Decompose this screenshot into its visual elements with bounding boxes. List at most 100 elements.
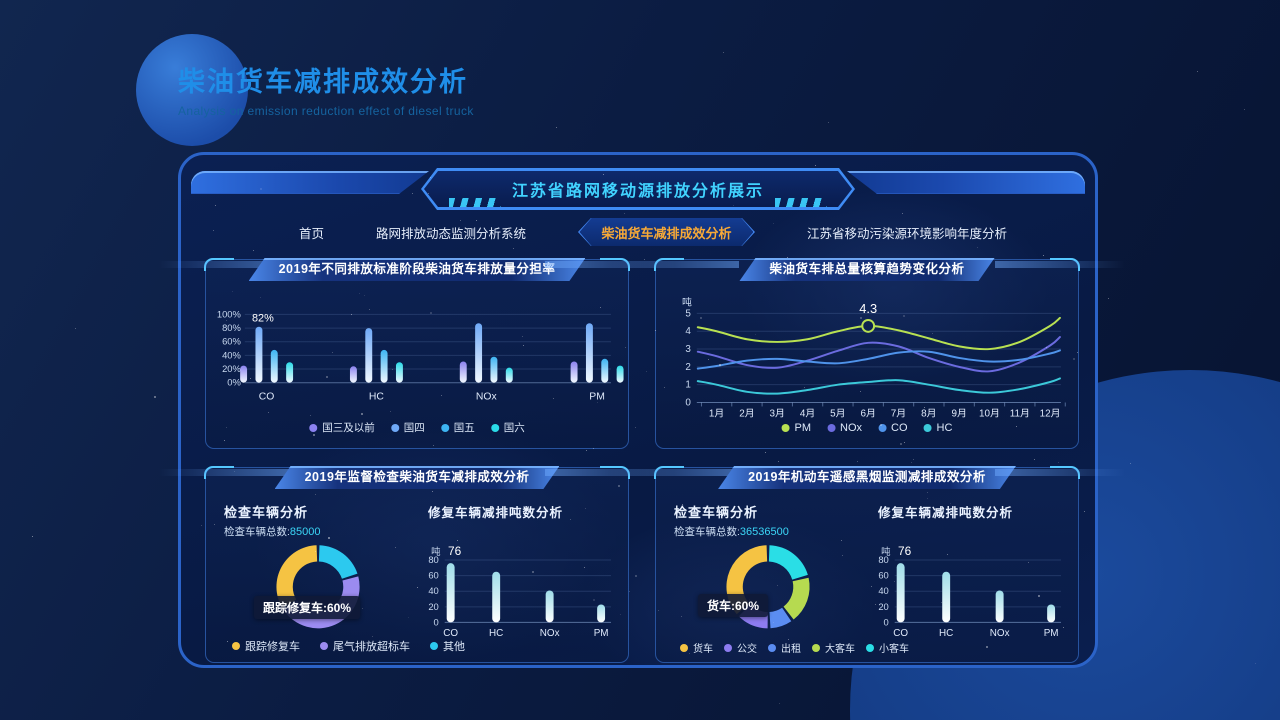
legend-item-出租[interactable]: 出租 — [768, 640, 801, 655]
star-dot — [200, 524, 202, 526]
star-dot — [1083, 510, 1085, 512]
svg-text:2月: 2月 — [739, 407, 754, 419]
legend-dot — [827, 424, 836, 432]
nav-item-2[interactable]: 柴油货车减排成效分析 — [578, 217, 755, 248]
star-dot — [777, 461, 779, 462]
star-dot — [1197, 70, 1199, 72]
svg-text:4: 4 — [685, 326, 691, 337]
legend-dot — [232, 642, 240, 650]
svg-text:4.3: 4.3 — [859, 301, 877, 316]
legend-item-国三及以前[interactable]: 国三及以前 — [309, 420, 375, 435]
star-dot — [1034, 458, 1036, 460]
legend-dot — [878, 424, 887, 432]
svg-text:12月: 12月 — [1040, 407, 1061, 419]
svg-text:100%: 100% — [217, 308, 242, 319]
svg-text:CO: CO — [259, 392, 275, 403]
star-dot — [586, 450, 588, 452]
legend-item-CO[interactable]: CO — [878, 422, 908, 434]
bars-heading: 修复车辆减排吨数分析 — [878, 506, 1014, 520]
panel-title: 2019年监督检查柴油货车减排成效分析 — [275, 466, 560, 489]
panel-emission-share: 2019年不同排放标准阶段柴油货车排放量分担率 0% 20% 40% 60% 80% 10… — [159, 258, 675, 449]
nav-bar: 首页 路网排放动态监测分析系统 柴油货车减排成效分析 江苏省移动污染源环境影响年度分析 — [181, 217, 1095, 247]
svg-text:3: 3 — [685, 344, 691, 355]
legend-item-其他[interactable]: 其他 — [430, 638, 465, 654]
legend-label: 其他 — [443, 641, 465, 653]
svg-text:吨: 吨 — [431, 546, 441, 557]
banner-wing-left — [191, 171, 429, 194]
hatch-stripes-left — [449, 198, 501, 207]
legend-label: HC — [936, 422, 953, 434]
total-count-label: 检查车辆总数: — [224, 526, 290, 538]
legend-label: 货车 — [693, 644, 713, 655]
nav-item-0[interactable]: 首页 — [299, 226, 325, 241]
star-dot — [411, 193, 413, 195]
legend-item-大客车[interactable]: 大客车 — [812, 640, 855, 655]
svg-text:2: 2 — [685, 362, 691, 373]
svg-text:40%: 40% — [222, 349, 241, 360]
svg-text:HC: HC — [489, 628, 503, 639]
legend-label: 小客车 — [879, 644, 909, 655]
svg-text:5月: 5月 — [830, 407, 845, 419]
legend-item-NOx[interactable]: NOx — [827, 422, 862, 434]
legend-item-跟踪修复车[interactable]: 跟踪修复车 — [232, 638, 300, 654]
legend-item-公交[interactable]: 公交 — [724, 640, 757, 655]
legend-item-国五[interactable]: 国五 — [440, 420, 475, 435]
donut-heading: 检查车辆分析 — [224, 505, 309, 520]
svg-text:0: 0 — [685, 397, 691, 408]
star-dot — [778, 702, 780, 704]
svg-text:1月: 1月 — [709, 407, 724, 419]
legend-dot — [781, 424, 790, 432]
donut-and-bar-chart: 0 20 40 60 80吨 CO HC NOx PM 76 — [276, 544, 611, 639]
panel-title: 柴油货车排总量核算趋势变化分析 — [739, 258, 994, 281]
panel-title-row: 2019年监督检查柴油货车减排成效分析 — [159, 466, 675, 489]
bars-heading: 修复车辆减排吨数分析 — [428, 506, 564, 520]
legend-item-国六[interactable]: 国六 — [490, 420, 525, 435]
svg-text:吨: 吨 — [881, 546, 891, 557]
svg-text:4月: 4月 — [800, 407, 815, 419]
hatch-stripes-right — [775, 198, 827, 207]
svg-text:9月: 9月 — [951, 407, 966, 419]
banner-title: 江苏省路网移动源排放分析展示 — [511, 183, 764, 200]
svg-text:82%: 82% — [252, 312, 274, 324]
page-title: 柴油货车减排成效分析 — [178, 67, 468, 97]
legend-dot — [724, 643, 732, 652]
nav-item-3[interactable]: 江苏省移动污染源环境影响年度分析 — [806, 226, 1007, 241]
svg-text:60: 60 — [428, 570, 438, 581]
svg-text:PM: PM — [1044, 628, 1059, 639]
legend-label: NOx — [840, 422, 863, 434]
legend-dot — [490, 423, 499, 432]
panel-title-row: 2019年机动车遥感黑烟监测减排成效分析 — [609, 466, 1125, 489]
svg-text:20: 20 — [878, 601, 888, 612]
legend-item-PM[interactable]: PM — [781, 422, 811, 434]
svg-text:3月: 3月 — [770, 407, 785, 419]
star-dot — [722, 52, 724, 54]
star-dot — [765, 452, 767, 454]
svg-text:HC: HC — [939, 628, 953, 639]
nav-item-1[interactable]: 路网排放动态监测分析系统 — [375, 226, 526, 241]
line-chart: 0 1 2 3 4 5吨 1月 2月 3月 4月 5月 6月 7月 8月 9月 10月 11月 12月 4.3 — [682, 296, 1066, 419]
star-dot — [634, 575, 637, 578]
svg-text:1: 1 — [685, 380, 691, 391]
svg-text:80%: 80% — [222, 322, 241, 333]
legend-dot — [923, 424, 932, 432]
legend: 货车 公交 出租 大客车 小客车 — [680, 640, 909, 655]
star-dot — [901, 213, 903, 215]
legend-item-国四[interactable]: 国四 — [390, 420, 425, 435]
legend-item-尾气排放超标车[interactable]: 尾气排放超标车 — [320, 638, 410, 654]
panel-title-row: 柴油货车排总量核算趋势变化分析 — [609, 258, 1125, 281]
legend-item-货车[interactable]: 货车 — [680, 640, 713, 655]
star-dot — [153, 396, 156, 399]
donut-callout: 货车:60% — [698, 594, 769, 617]
svg-text:PM: PM — [589, 392, 605, 403]
legend-item-HC[interactable]: HC — [923, 422, 953, 434]
legend-dot — [680, 643, 688, 652]
donut-callout: 跟踪修复车:60% — [254, 596, 361, 619]
legend-label: 国三及以前 — [322, 422, 375, 434]
legend-label: 跟踪修复车 — [245, 641, 300, 653]
total-count-label: 检查车辆总数: — [674, 526, 740, 538]
legend-label: 国五 — [453, 422, 475, 434]
legend-label: 国六 — [503, 422, 525, 434]
star-dot — [635, 427, 637, 429]
legend-label: 公交 — [737, 644, 757, 655]
legend-item-小客车[interactable]: 小客车 — [866, 640, 909, 655]
